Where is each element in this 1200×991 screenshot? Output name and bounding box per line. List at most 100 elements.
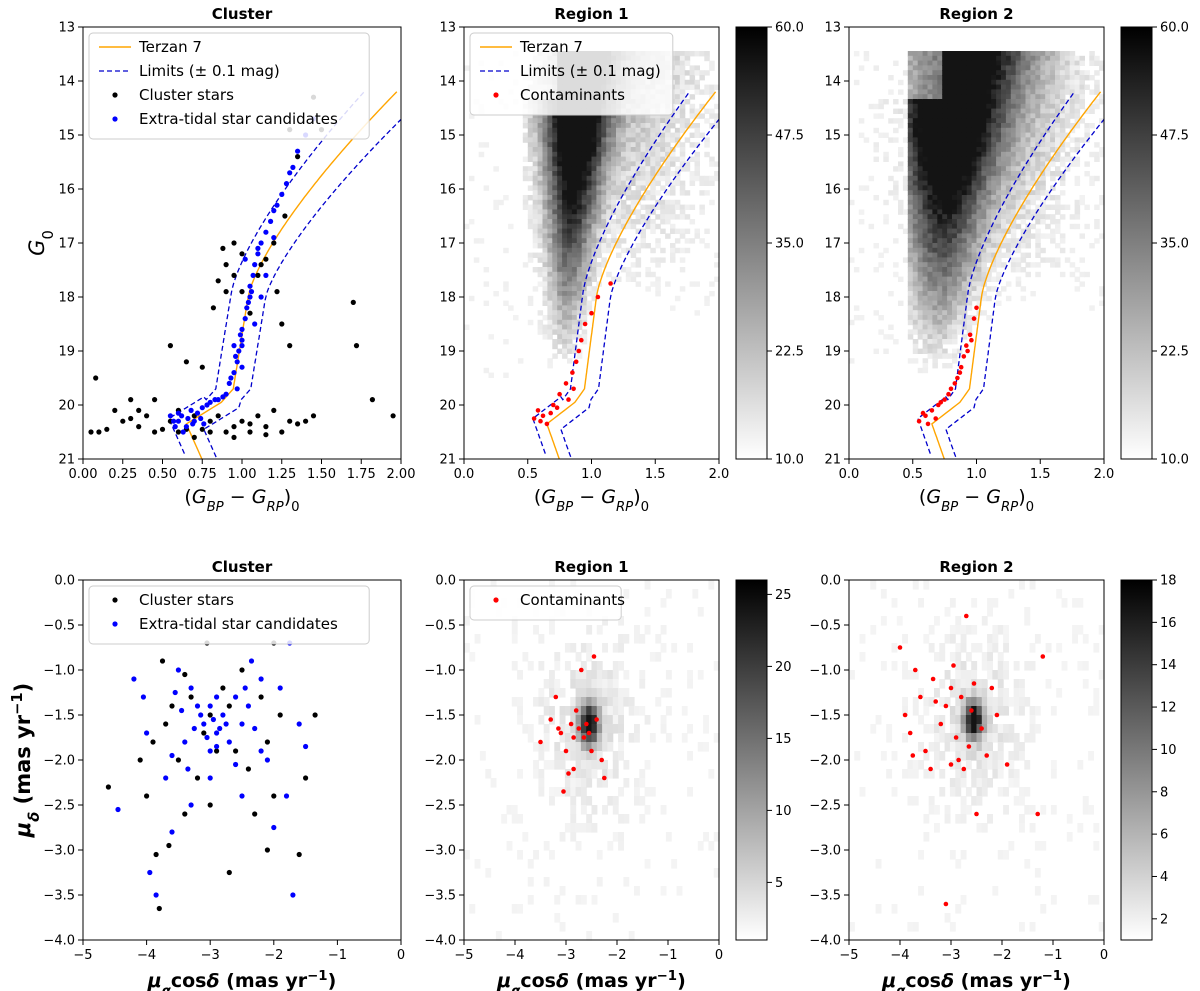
density-cell: [888, 291, 894, 297]
density-cell: [912, 118, 919, 124]
density-cell: [927, 70, 933, 76]
density-cell: [971, 281, 978, 287]
density-cell: [922, 343, 929, 350]
density-cell: [567, 219, 573, 225]
density-cell: [581, 199, 588, 206]
density-cell: [576, 228, 583, 234]
data-point: [296, 721, 302, 727]
y-tick-label: 17: [824, 237, 841, 252]
density-cell: [912, 219, 919, 225]
density-cell: [714, 252, 720, 258]
density-cell: [952, 118, 958, 124]
density-cell: [1069, 147, 1076, 153]
density-cell: [1079, 195, 1085, 201]
density-cell: [547, 329, 553, 335]
density-cell: [630, 180, 637, 186]
density-cell: [694, 127, 700, 134]
density-cell: [1072, 625, 1078, 635]
density-cell: [602, 733, 608, 743]
label-part: 0: [40, 230, 57, 239]
data-point: [594, 717, 599, 722]
density-cell: [991, 113, 997, 119]
density-cell: [684, 123, 691, 129]
density-cell: [552, 295, 558, 302]
density-cell: [639, 778, 646, 788]
density-cell: [576, 262, 583, 268]
density-cell: [947, 99, 953, 105]
density-cell: [991, 185, 997, 191]
density-cell: [1077, 598, 1084, 608]
density-cell: [922, 367, 929, 374]
density-cell: [1069, 271, 1076, 278]
density-cell: [1005, 151, 1012, 158]
density-cell: [1003, 706, 1009, 716]
density-cell: [922, 363, 929, 369]
density-cell: [537, 238, 544, 244]
density-cell: [956, 214, 963, 220]
density-cell: [1035, 137, 1041, 143]
density-cell: [713, 661, 720, 671]
density-cell: [580, 679, 587, 689]
density-cell: [571, 257, 578, 263]
panel-title: Cluster: [212, 5, 273, 23]
density-cell: [542, 271, 548, 278]
density-cell: [557, 348, 563, 354]
density-cell: [949, 922, 956, 932]
label-part: ): [677, 970, 686, 991]
density-cell: [1050, 142, 1056, 148]
density-cell: [912, 228, 919, 234]
density-cell: [517, 814, 523, 824]
density-cell: [922, 252, 929, 258]
label-part: μ: [11, 822, 35, 838]
density-cell: [527, 724, 534, 734]
data-point: [271, 208, 277, 214]
density-cell: [981, 652, 988, 662]
data-point: [248, 658, 255, 664]
y-tick-label: −0.5: [424, 619, 456, 634]
data-point: [175, 667, 181, 673]
density-cell: [552, 305, 558, 311]
density-cell: [886, 733, 893, 743]
density-cell: [960, 733, 967, 743]
density-cell: [571, 185, 578, 191]
density-cell: [601, 175, 607, 182]
density-cell: [645, 118, 651, 124]
data-point: [591, 654, 597, 659]
density-cell: [679, 84, 686, 90]
panel-title: Region 1: [554, 558, 628, 576]
density-cell: [670, 252, 676, 258]
density-cell: [532, 118, 539, 124]
density-cell: [694, 175, 700, 182]
data-point: [595, 294, 601, 300]
density-cell: [942, 233, 948, 239]
density-cell: [956, 171, 963, 177]
density-cell: [992, 751, 999, 761]
density-cell: [902, 697, 908, 707]
density-cell: [591, 223, 597, 230]
density-cell: [665, 147, 671, 153]
density-cell: [635, 185, 642, 191]
density-cell: [537, 257, 544, 263]
density-cell: [562, 243, 568, 249]
density-cell: [1079, 257, 1085, 263]
density-cell: [1079, 103, 1085, 110]
data-point: [239, 721, 245, 727]
density-cell: [1074, 89, 1081, 95]
density-cell: [1005, 175, 1012, 182]
density-cell: [888, 175, 894, 182]
density-cell: [922, 151, 929, 158]
density-cell: [559, 733, 566, 743]
density-cell: [883, 199, 889, 206]
density-cell: [665, 190, 671, 196]
density-cell: [616, 127, 622, 134]
density-cell: [549, 787, 555, 797]
density-cell: [927, 51, 933, 57]
x-tick-label: −1: [328, 948, 347, 963]
label-part: (mas yr: [11, 714, 35, 811]
density-cell: [1025, 118, 1031, 124]
colorbar-tick-label: 10.0: [1160, 453, 1189, 468]
density-cell: [917, 315, 924, 321]
density-cell: [601, 209, 607, 215]
density-cell: [927, 147, 933, 153]
density-cell: [1084, 70, 1090, 76]
